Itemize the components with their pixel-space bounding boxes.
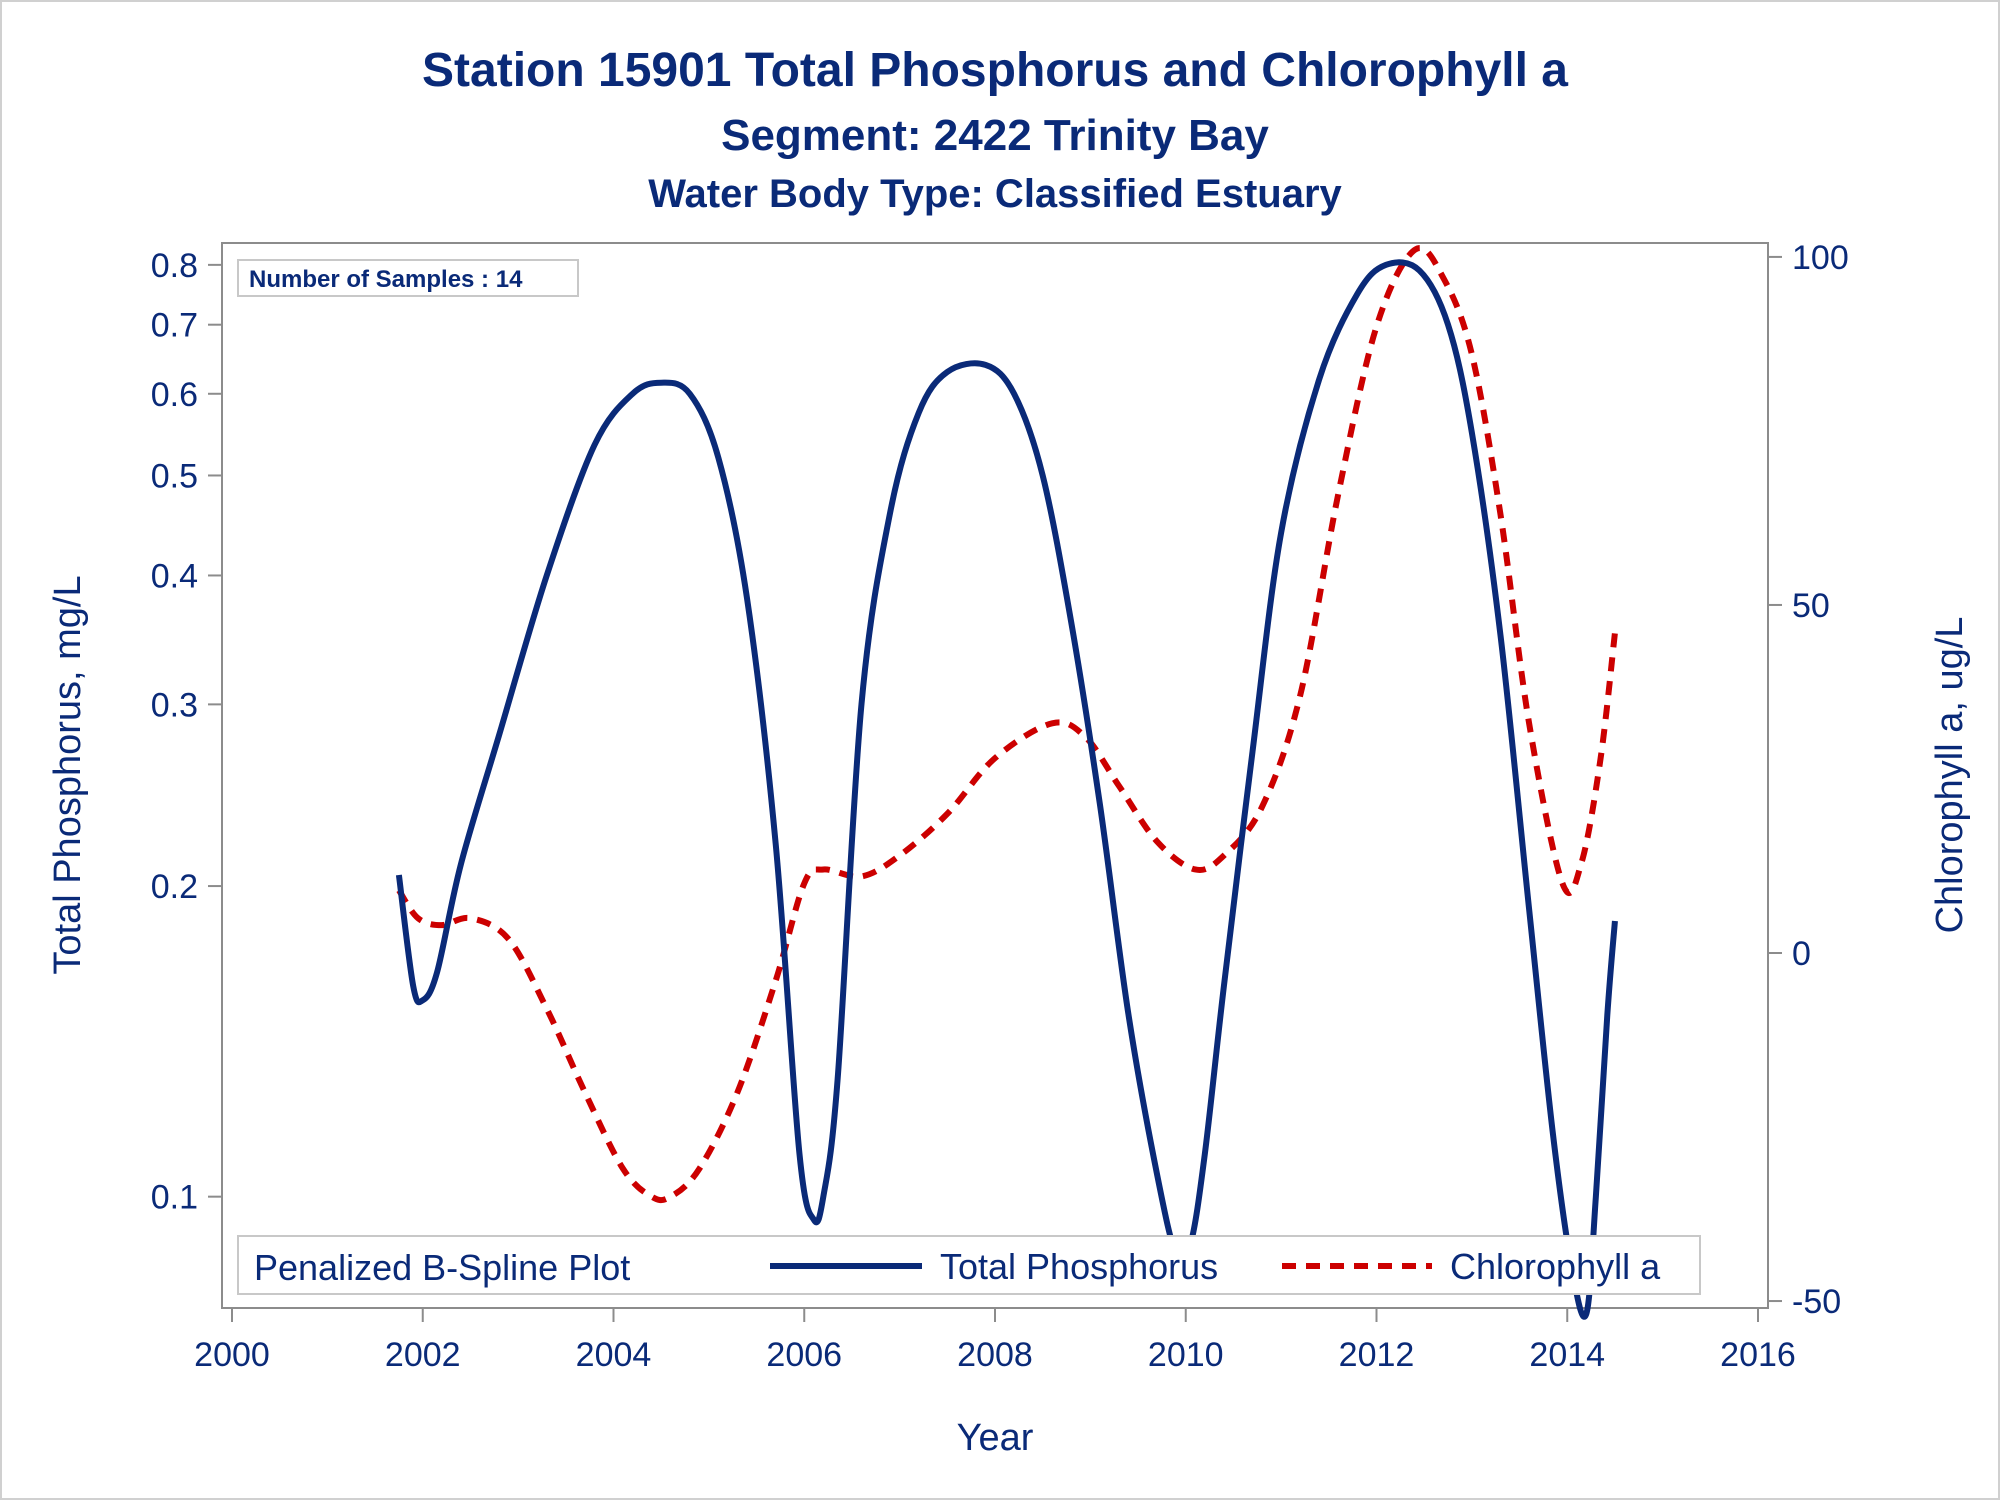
legend: Penalized B-Spline Plot Total Phosphorus… — [237, 1235, 1701, 1295]
y-tick-label: 0.2 — [151, 868, 198, 906]
y-axis-ticks: 0.1 0.2 0.3 0.4 0.5 0.6 0.7 0.8 — [151, 247, 222, 1217]
y2-tick-label: 100 — [1792, 239, 1849, 277]
y2-axis-ticks: -50 0 50 100 — [1768, 239, 1849, 1321]
x-tick-label: 2008 — [957, 1336, 1033, 1374]
x-axis-ticks: 2000 2002 2004 2006 2008 2010 2012 2014 2016 — [194, 1308, 1796, 1374]
x-tick-label: 2012 — [1339, 1336, 1415, 1374]
y2-tick-label: 0 — [1792, 935, 1811, 973]
y2-tick-label: -50 — [1792, 1283, 1841, 1321]
y-tick-label: 0.4 — [151, 557, 198, 595]
y-axis-label: Total Phosphorus, mg/L — [47, 575, 89, 974]
x-tick-label: 2010 — [1148, 1336, 1224, 1374]
series-line-chlorophyll — [396, 245, 1618, 1204]
samples-inset-label: Number of Samples : 14 — [249, 266, 523, 293]
y-tick-label: 0.5 — [151, 457, 198, 495]
y-tick-label: 0.7 — [151, 307, 198, 345]
x-tick-label: 2000 — [194, 1336, 270, 1374]
legend-label-chlorophyll: Chlorophyll a — [1450, 1246, 1661, 1287]
y-tick-label: 0.6 — [151, 376, 198, 414]
y-tick-label: 0.3 — [151, 686, 198, 724]
y-tick-label: 0.1 — [151, 1179, 198, 1217]
legend-label-total-phosphorus: Total Phosphorus — [940, 1246, 1218, 1287]
samples-inset: Number of Samples : 14 — [237, 259, 579, 297]
y-tick-label: 0.8 — [151, 247, 198, 285]
x-tick-label: 2016 — [1720, 1336, 1796, 1374]
y2-axis-label: Chlorophyll a, ug/L — [1929, 617, 1971, 934]
chart-title: Station 15901 Total Phosphorus and Chlor… — [422, 44, 1568, 97]
y2-tick-label: 50 — [1792, 587, 1830, 625]
x-axis-label: Year — [957, 1417, 1034, 1459]
x-tick-label: 2014 — [1529, 1336, 1605, 1374]
chart-subtitle-waterbody: Water Body Type: Classified Estuary — [648, 172, 1342, 216]
series-line-total-phosphorus — [395, 259, 1618, 1320]
x-tick-label: 2002 — [385, 1336, 461, 1374]
chart-subtitle-segment: Segment: 2422 Trinity Bay — [721, 111, 1269, 160]
legend-title: Penalized B-Spline Plot — [254, 1247, 630, 1288]
x-tick-label: 2006 — [766, 1336, 842, 1374]
x-tick-label: 2004 — [576, 1336, 652, 1374]
